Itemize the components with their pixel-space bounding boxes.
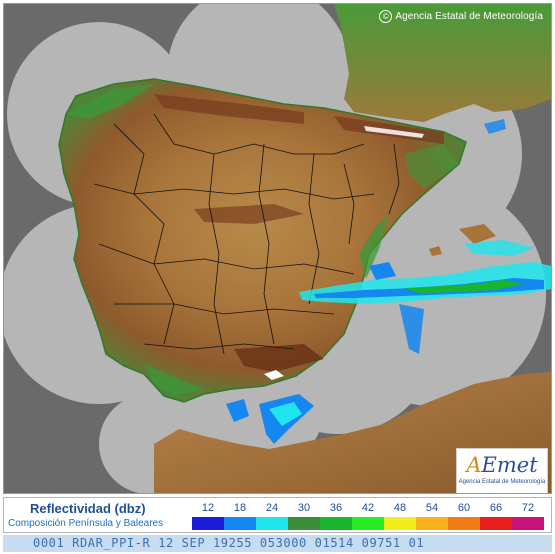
legend-swatch [480, 517, 512, 530]
ibiza [429, 246, 442, 256]
legend-swatch [352, 517, 384, 530]
aemet-logo-mark: AEmet [466, 453, 538, 477]
copyright-icon: © [379, 10, 393, 23]
legend-tick-label: 36 [329, 502, 343, 514]
legend-tick-label: 72 [521, 502, 535, 514]
valencia-lowland [359, 214, 389, 279]
ebro-lowland [404, 144, 459, 189]
legend-tick-label: 18 [233, 502, 247, 514]
central-system [194, 204, 304, 224]
guadalquivir-lowland [144, 364, 204, 396]
legend-title: Reflectividad (dbz) [30, 501, 146, 516]
pyrenees-snow [364, 126, 424, 138]
legend-subtitle: Composición Península y Baleares [8, 518, 164, 529]
france-landmass [334, 4, 551, 122]
legend-tick-label: 66 [489, 502, 503, 514]
sierra-nevada-snow [264, 370, 284, 380]
aemet-logo: AEmet Agencia Estatal de Meteorología [456, 448, 548, 493]
legend-swatches [192, 517, 544, 530]
radar-echoes [226, 119, 551, 444]
legend-swatch [320, 517, 352, 530]
legend-tick-label: 54 [425, 502, 439, 514]
legend-tick-label: 12 [201, 502, 215, 514]
legend-swatch [192, 517, 224, 530]
province-borders [93, 113, 400, 355]
sierra-nevada [234, 344, 324, 372]
balearic-islands [459, 224, 496, 244]
legend-tick-label: 60 [457, 502, 471, 514]
legend-tick-label: 24 [265, 502, 279, 514]
iberian-peninsula [58, 78, 467, 403]
legend-swatch [448, 517, 480, 530]
copyright-notice: © Agencia Estatal de Meteorología [379, 10, 543, 23]
legend-tick-label: 30 [297, 502, 311, 514]
radar-map: © Agencia Estatal de Meteorología AEmet A… [3, 3, 552, 494]
reflectivity-legend: Reflectividad (dbz) Composición Penínsul… [3, 497, 552, 533]
legend-swatch [384, 517, 416, 530]
aemet-logo-tagline: Agencia Estatal de Meteorología [458, 479, 546, 485]
legend-swatch [416, 517, 448, 530]
north-coast-lowland [66, 84, 154, 119]
legend-ticks: 12 18 24 30 36 42 48 54 60 66 72 [192, 502, 544, 514]
legend-swatch [256, 517, 288, 530]
legend-swatch [512, 517, 544, 530]
copyright-text: Agencia Estatal de Meteorología [395, 11, 543, 23]
legend-tick-label: 42 [361, 502, 375, 514]
cantabrian-mountains [154, 94, 304, 124]
status-bar: 0001 RDAR_PPI-R 12 SEP 19255 053000 0151… [3, 535, 552, 552]
legend-swatch [224, 517, 256, 530]
legend-tick-label: 48 [393, 502, 407, 514]
legend-swatch [288, 517, 320, 530]
status-text: 0001 RDAR_PPI-R 12 SEP 19255 053000 0151… [33, 536, 425, 550]
map-canvas [4, 4, 551, 493]
north-africa-landmass [154, 372, 551, 493]
